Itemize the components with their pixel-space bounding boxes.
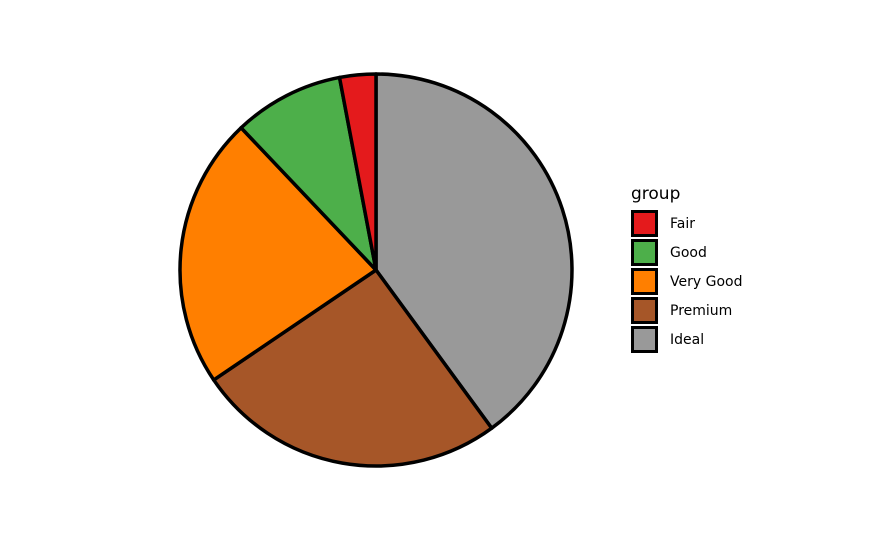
legend-swatch-ideal [631,326,658,353]
legend-title: group [631,184,681,204]
legend-swatch-premium [631,297,658,324]
pie-slice-very-good [178,126,378,382]
pie-slice-good [239,75,378,272]
legend-entries: Fair Good Very Good Premium Ideal [631,209,742,354]
legend-swatch-fair [631,210,658,237]
legend-swatch-very-good [631,268,658,295]
legend-item-fair: Fair [631,209,742,238]
legend-label-very-good: Very Good [670,273,743,290]
legend-label-fair: Fair [670,215,695,232]
legend-item-very-good: Very Good [631,267,742,296]
legend-item-premium: Premium [631,296,742,325]
legend-label-good: Good [670,244,707,261]
legend-item-ideal: Ideal [631,325,742,354]
legend-item-good: Good [631,238,742,267]
legend: group Fair Good Very Good Premium Ideal [631,184,742,354]
legend-swatch-good [631,239,658,266]
pie-slice-fair [337,72,378,272]
legend-label-ideal: Ideal [670,331,705,348]
legend-label-premium: Premium [670,302,733,319]
pie-slice-premium [212,268,494,468]
pie-slice-ideal [374,72,574,430]
